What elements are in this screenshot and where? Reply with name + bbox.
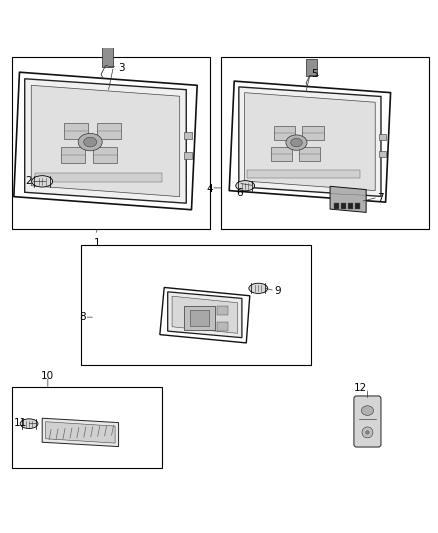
FancyBboxPatch shape xyxy=(247,169,360,178)
Ellipse shape xyxy=(236,181,254,191)
Polygon shape xyxy=(172,296,237,333)
Ellipse shape xyxy=(361,406,374,415)
Text: 10: 10 xyxy=(41,371,54,381)
Text: 1: 1 xyxy=(93,238,100,248)
FancyBboxPatch shape xyxy=(334,203,339,209)
Bar xyxy=(81,245,311,365)
Polygon shape xyxy=(244,93,375,191)
Ellipse shape xyxy=(291,139,302,147)
Polygon shape xyxy=(46,422,115,443)
Polygon shape xyxy=(330,187,366,213)
FancyBboxPatch shape xyxy=(348,203,353,209)
FancyBboxPatch shape xyxy=(274,126,295,140)
FancyBboxPatch shape xyxy=(217,306,228,316)
Text: 8: 8 xyxy=(80,312,86,322)
FancyBboxPatch shape xyxy=(355,203,360,209)
Ellipse shape xyxy=(32,176,53,187)
Text: 6: 6 xyxy=(237,188,243,198)
Polygon shape xyxy=(31,85,180,197)
FancyBboxPatch shape xyxy=(306,59,317,76)
FancyBboxPatch shape xyxy=(302,126,324,140)
Text: 12: 12 xyxy=(354,383,367,393)
FancyBboxPatch shape xyxy=(379,151,386,157)
Text: 7: 7 xyxy=(377,193,384,203)
Ellipse shape xyxy=(362,427,373,438)
Text: 9: 9 xyxy=(275,286,281,295)
FancyBboxPatch shape xyxy=(271,147,292,161)
Ellipse shape xyxy=(249,283,268,294)
FancyBboxPatch shape xyxy=(35,173,162,182)
FancyBboxPatch shape xyxy=(93,147,117,164)
Text: 2: 2 xyxy=(25,176,32,187)
FancyBboxPatch shape xyxy=(184,306,215,330)
FancyBboxPatch shape xyxy=(354,396,381,447)
Bar xyxy=(12,57,210,229)
Ellipse shape xyxy=(78,133,102,151)
FancyBboxPatch shape xyxy=(190,310,208,326)
Polygon shape xyxy=(168,292,242,338)
Bar xyxy=(12,387,162,468)
FancyBboxPatch shape xyxy=(61,147,85,164)
Polygon shape xyxy=(42,418,119,447)
Text: 3: 3 xyxy=(118,63,124,73)
Polygon shape xyxy=(25,79,186,203)
Ellipse shape xyxy=(286,135,307,150)
Ellipse shape xyxy=(366,431,369,434)
Text: 5: 5 xyxy=(311,69,318,79)
FancyBboxPatch shape xyxy=(184,152,192,159)
Text: 4: 4 xyxy=(206,184,213,194)
FancyBboxPatch shape xyxy=(97,123,121,140)
Text: 11: 11 xyxy=(14,418,27,428)
Polygon shape xyxy=(239,87,381,196)
Ellipse shape xyxy=(84,138,97,147)
FancyBboxPatch shape xyxy=(64,123,88,140)
FancyBboxPatch shape xyxy=(299,147,321,161)
FancyBboxPatch shape xyxy=(184,132,192,139)
Bar xyxy=(221,57,428,229)
FancyBboxPatch shape xyxy=(102,47,113,67)
FancyBboxPatch shape xyxy=(341,203,346,209)
FancyBboxPatch shape xyxy=(217,321,228,331)
FancyBboxPatch shape xyxy=(379,134,386,140)
Ellipse shape xyxy=(20,419,38,429)
